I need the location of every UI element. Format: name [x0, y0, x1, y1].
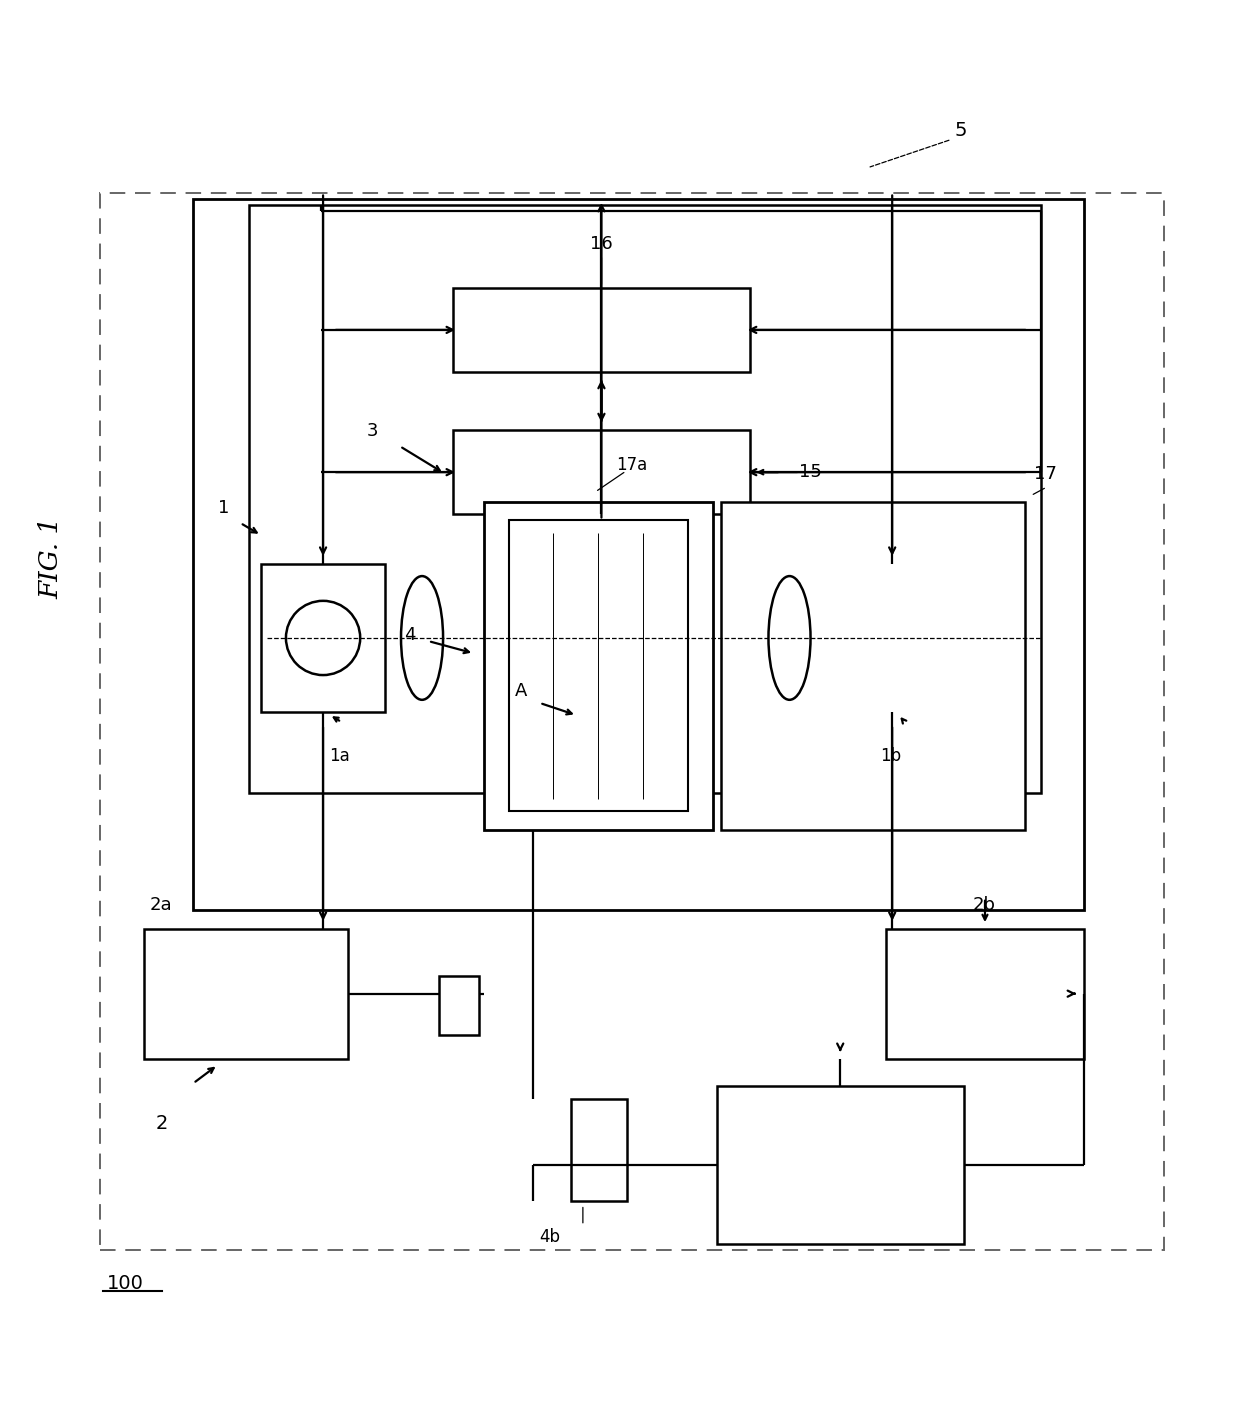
FancyBboxPatch shape [570, 1100, 627, 1200]
Text: 15: 15 [800, 463, 822, 481]
FancyBboxPatch shape [722, 501, 1024, 830]
FancyBboxPatch shape [144, 929, 347, 1059]
Text: 17a: 17a [616, 456, 647, 474]
FancyBboxPatch shape [193, 199, 1084, 911]
Ellipse shape [401, 576, 443, 700]
FancyBboxPatch shape [508, 521, 688, 810]
FancyBboxPatch shape [717, 1086, 963, 1244]
Text: 4: 4 [404, 626, 415, 644]
Ellipse shape [769, 576, 811, 700]
Text: 4b: 4b [539, 1228, 560, 1247]
Text: 17: 17 [1034, 466, 1058, 483]
Text: 1a: 1a [330, 747, 350, 765]
Text: 5: 5 [954, 121, 966, 140]
Text: 1b: 1b [880, 747, 901, 765]
Text: 3: 3 [366, 422, 378, 441]
Text: 16: 16 [590, 236, 613, 253]
FancyBboxPatch shape [453, 431, 750, 514]
FancyBboxPatch shape [887, 929, 1084, 1059]
FancyBboxPatch shape [831, 563, 954, 712]
FancyBboxPatch shape [453, 288, 750, 371]
Text: 2: 2 [156, 1114, 169, 1134]
FancyBboxPatch shape [439, 976, 479, 1035]
Text: 1: 1 [218, 498, 229, 517]
Text: FIG. 1: FIG. 1 [38, 517, 63, 599]
FancyBboxPatch shape [484, 501, 713, 830]
Text: A: A [515, 682, 527, 699]
Text: 2b: 2b [972, 895, 996, 914]
FancyBboxPatch shape [262, 563, 384, 712]
FancyBboxPatch shape [100, 192, 1164, 1251]
FancyBboxPatch shape [249, 205, 1040, 792]
Text: 2a: 2a [150, 895, 172, 914]
Text: 100: 100 [107, 1274, 144, 1293]
